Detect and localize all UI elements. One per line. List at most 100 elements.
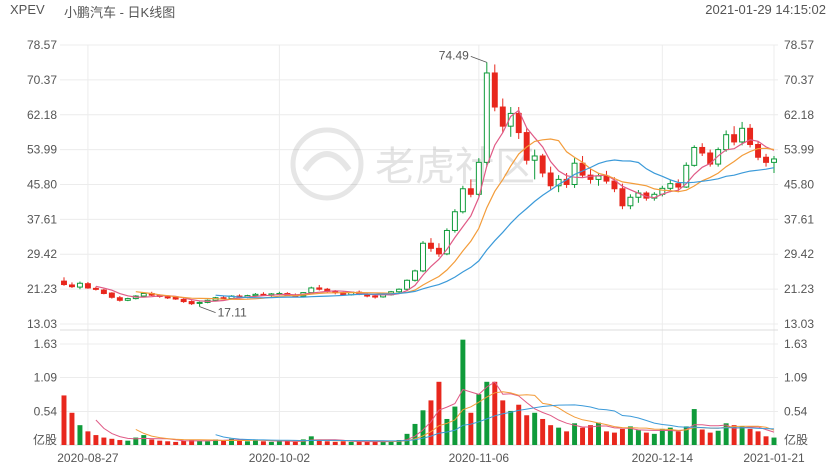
ma-line-ma10: [135, 138, 775, 301]
volume-bar: [699, 429, 705, 445]
candle-body: [547, 172, 554, 187]
volume-bar: [540, 418, 546, 445]
y-tick-label-right: 45.80: [784, 178, 814, 192]
x-tick-label: 2021-01-21: [743, 451, 805, 465]
volume-bar: [173, 441, 179, 445]
candle-body: [108, 292, 115, 298]
volume-bar: [596, 422, 601, 445]
candle-body: [763, 156, 770, 163]
y-tick-label-right: 70.37: [784, 73, 814, 87]
volume-bar: [508, 410, 514, 445]
volume-tick-label-left: 1.63: [34, 337, 58, 351]
volume-tick-label-right: 1.63: [784, 337, 808, 351]
volume-bar: [739, 426, 745, 445]
candle-body: [116, 297, 123, 301]
y-tick-label-left: 37.61: [27, 212, 57, 226]
candle-body: [124, 298, 131, 301]
candle-body: [507, 112, 514, 127]
x-tick-label: 2020-08-27: [57, 451, 119, 465]
volume-bar: [651, 433, 657, 445]
volume-bar: [252, 439, 258, 445]
candle-body: [61, 280, 67, 286]
watermark: 老虎社区: [290, 127, 535, 201]
volume-bar: [237, 440, 242, 445]
candle-body: [100, 289, 107, 294]
volume-bar: [117, 440, 123, 445]
candle-body: [483, 72, 490, 163]
volume-bar: [723, 423, 729, 445]
candle-body: [308, 287, 315, 294]
volume-bar: [205, 441, 211, 445]
candle-body: [475, 161, 482, 195]
y-tick-label-left: 53.99: [27, 143, 57, 157]
candle-body: [451, 211, 458, 231]
volume-ma10: [135, 391, 775, 442]
volume-bar: [564, 431, 570, 445]
candle-body: [92, 287, 99, 290]
volume-bar: [627, 426, 633, 445]
candle-body: [723, 134, 730, 151]
volume-ma5: [95, 381, 775, 443]
candle-body: [619, 188, 626, 207]
volume-bar: [524, 415, 530, 445]
volume-bar: [61, 395, 67, 445]
volume-bar: [85, 431, 91, 445]
grid-lines: [60, 44, 778, 446]
volume-bar: [396, 440, 402, 445]
volume-bar: [340, 441, 346, 445]
volume-bar: [380, 441, 386, 445]
candle-body: [667, 183, 674, 189]
y-tick-label-left: 13.03: [27, 317, 57, 331]
volume-bar: [436, 381, 442, 445]
volume-bar: [93, 435, 99, 445]
candle-body: [396, 288, 403, 293]
volume-bar: [604, 431, 609, 445]
volume-bar: [588, 425, 593, 445]
candle-body: [699, 146, 706, 154]
volume-bar: [731, 425, 737, 445]
volume-bar: [747, 428, 753, 445]
candle-body: [683, 164, 690, 188]
volume-bar: [268, 441, 274, 445]
volume-ma20: [215, 404, 775, 442]
y-tick-label-right: 37.61: [784, 212, 814, 226]
annotation-low: 17.11: [218, 306, 247, 320]
volume-bar: [468, 412, 474, 445]
candle-body: [443, 229, 450, 255]
candle-body: [420, 242, 426, 272]
volume-bar: [611, 432, 617, 445]
volume-bar: [260, 441, 266, 445]
candle-body: [539, 155, 546, 174]
candle-body: [715, 149, 722, 165]
candle-body: [164, 296, 171, 299]
volume-bar: [580, 427, 586, 445]
volume-unit-left: 亿股: [33, 432, 57, 447]
volume-bar: [500, 400, 506, 445]
volume-bar: [109, 438, 115, 445]
volume-bar: [69, 412, 75, 445]
volume-bar: [548, 425, 554, 445]
volume-bar: [659, 428, 665, 445]
ma-line-ma5: [95, 109, 775, 303]
volume-bar: [284, 441, 290, 445]
volume-bar: [572, 423, 578, 445]
volume-bar: [452, 406, 458, 445]
volume-bar: [771, 437, 777, 445]
y-tick-label-right: 78.57: [784, 38, 814, 52]
candle-body: [412, 270, 418, 281]
watermark-text: 老虎社区: [375, 144, 535, 190]
volume-bar: [476, 394, 482, 445]
candle-body: [459, 188, 466, 213]
chart-title: 小鹏汽车 - 日K线图: [64, 5, 176, 20]
candle-body: [675, 183, 682, 188]
volume-bar: [125, 440, 131, 445]
volume-bar: [213, 439, 219, 445]
volume-bar: [316, 440, 322, 445]
volume-bar: [141, 435, 147, 445]
candle-body: [427, 242, 434, 249]
candle-body: [435, 247, 442, 255]
candle-body: [579, 162, 586, 176]
volume-bar: [683, 426, 689, 445]
volume-bar: [412, 423, 418, 445]
